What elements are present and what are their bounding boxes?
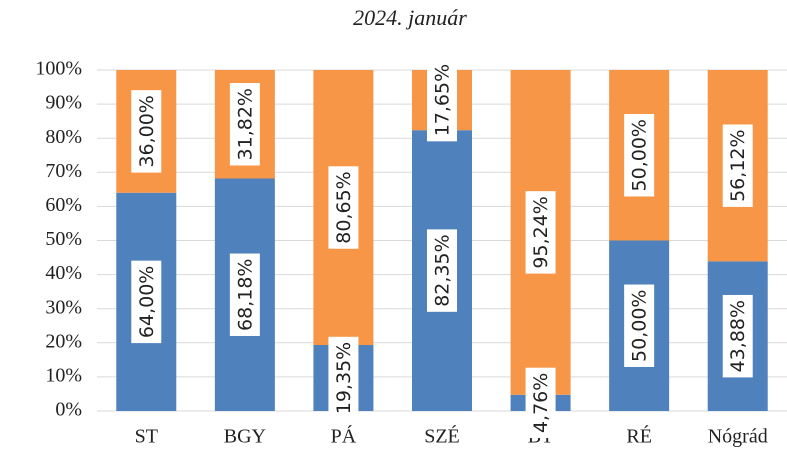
- data-label-box: [427, 229, 457, 312]
- x-tick-label: RÉ: [626, 425, 652, 448]
- data-label-box: [131, 90, 162, 173]
- data-label: 36,00%: [131, 90, 162, 173]
- data-label-text: 36,00%: [136, 95, 158, 167]
- y-tick-label: 80%: [45, 126, 82, 148]
- y-tick-label: 60%: [45, 194, 82, 216]
- data-label-text: 80,65%: [333, 171, 355, 243]
- y-tick-label: 30%: [45, 296, 82, 318]
- data-label: 43,88%: [722, 294, 753, 378]
- chart-title: 2024. január: [353, 5, 467, 30]
- data-label: 68,18%: [229, 253, 260, 336]
- y-tick-label: 0%: [55, 399, 82, 421]
- data-label-text: 43,88%: [727, 300, 749, 372]
- y-tick-label: 10%: [45, 364, 82, 386]
- x-tick-label: PÁ: [331, 425, 357, 448]
- y-tick-label: 100%: [35, 58, 82, 80]
- data-label: 50,00%: [624, 284, 655, 367]
- data-label-text: 68,18%: [234, 259, 256, 331]
- data-label-box: [328, 166, 359, 249]
- data-label-text: 95,24%: [530, 196, 552, 268]
- data-label: 95,24%: [525, 191, 556, 274]
- y-tick-label: 40%: [45, 262, 82, 284]
- data-label-text: 31,82%: [234, 88, 256, 160]
- y-tick-label: 90%: [45, 92, 82, 114]
- data-label-box: [427, 58, 457, 142]
- data-label: 64,00%: [131, 260, 162, 344]
- data-label: 80,65%: [328, 166, 359, 249]
- y-tick-label: 70%: [45, 160, 82, 182]
- data-label-box: [525, 367, 556, 439]
- data-label-box: [131, 260, 162, 344]
- y-tick-label: 50%: [45, 228, 82, 250]
- x-tick-label: Nógrád: [708, 426, 768, 448]
- data-label-text: 50,00%: [629, 290, 651, 362]
- data-label: 56,12%: [722, 124, 753, 207]
- x-tick-label: BGY: [224, 426, 266, 448]
- data-label-text: 17,65%: [432, 64, 454, 136]
- x-tick-label: ST: [135, 426, 158, 448]
- data-label-text: 19,35%: [333, 342, 355, 414]
- y-tick-label: 20%: [45, 330, 82, 352]
- data-label: 4,76%: [525, 367, 556, 439]
- data-label-box: [525, 191, 556, 274]
- data-label-text: 56,12%: [727, 129, 749, 201]
- data-label-box: [624, 284, 655, 367]
- data-label-box: [328, 336, 359, 420]
- data-label-box: [722, 124, 753, 207]
- data-label-box: [229, 253, 260, 336]
- data-label-box: [722, 294, 753, 378]
- data-label: 17,65%: [427, 58, 457, 142]
- data-label: 82,35%: [427, 229, 457, 312]
- data-label-text: 64,00%: [136, 266, 158, 338]
- data-label-text: 50,00%: [629, 119, 651, 191]
- data-label-box: [229, 83, 260, 166]
- data-label: 31,82%: [229, 83, 260, 166]
- x-tick-label: SZÉ: [424, 425, 460, 448]
- data-label: 50,00%: [624, 114, 655, 197]
- data-label-text: 82,35%: [432, 234, 454, 306]
- data-label: 19,35%: [328, 336, 359, 420]
- data-label-text: 4,76%: [530, 373, 552, 433]
- data-label-box: [624, 114, 655, 197]
